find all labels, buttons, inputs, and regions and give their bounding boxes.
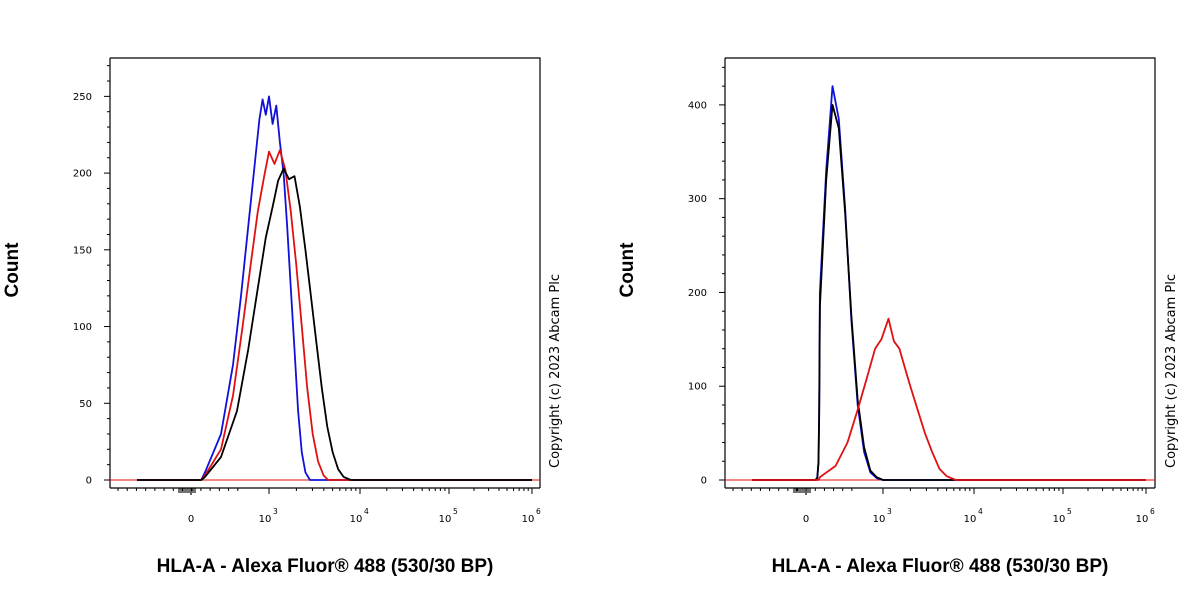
x-tick-label-base: 10 bbox=[1136, 514, 1149, 525]
x-tick-label-text: 0 bbox=[803, 514, 809, 525]
x-tick-label-base: 10 bbox=[350, 514, 363, 525]
x-tick-label-exponent: 5 bbox=[453, 507, 458, 516]
copyright-notice: Copyright (c) 2023 Abcam Plc bbox=[548, 274, 563, 468]
series-line-red bbox=[137, 149, 532, 481]
y-tick-label: 200 bbox=[688, 288, 707, 299]
x-tick-label-exponent: 5 bbox=[1067, 507, 1072, 516]
x-tick-label-exponent: 4 bbox=[978, 507, 983, 516]
x-tick-label-exponent: 6 bbox=[1150, 507, 1155, 516]
y-tick-label: 0 bbox=[701, 476, 707, 487]
series-line-blue bbox=[137, 95, 532, 481]
y-tick-label: 100 bbox=[688, 382, 707, 393]
left-histogram-panel: Count HLA-A - Alexa Fluor® 488 (530/30 B… bbox=[2, 57, 563, 577]
x-tick-label: 106 bbox=[522, 507, 541, 525]
x-tick-label-base: 10 bbox=[522, 514, 535, 525]
x-tick-label-base: 10 bbox=[873, 514, 886, 525]
x-tick-label-exponent: 3 bbox=[273, 507, 278, 516]
x-tick-label-base: 10 bbox=[439, 514, 452, 525]
y-tick-label: 400 bbox=[688, 100, 707, 111]
series-line-black bbox=[137, 167, 532, 481]
x-axis-label: HLA-A - Alexa Fluor® 488 (530/30 BP) bbox=[772, 556, 1109, 577]
right-histogram-panel: Count HLA-A - Alexa Fluor® 488 (530/30 B… bbox=[617, 57, 1179, 577]
series-line-red bbox=[752, 317, 1146, 481]
x-tick-label: 0 bbox=[803, 514, 809, 525]
y-tick-label: 0 bbox=[86, 476, 92, 487]
y-tick-label: 100 bbox=[73, 322, 92, 333]
x-tick-label-base: 10 bbox=[259, 514, 272, 525]
x-tick-label: 0 bbox=[188, 514, 194, 525]
x-tick-label: 105 bbox=[439, 507, 458, 525]
x-tick-label-exponent: 6 bbox=[536, 507, 541, 516]
x-tick-label: 104 bbox=[964, 507, 983, 525]
copyright-notice: Copyright (c) 2023 Abcam Plc bbox=[1164, 274, 1179, 468]
plot-frame bbox=[110, 57, 541, 488]
x-tick-label: 106 bbox=[1136, 507, 1155, 525]
x-tick-label-base: 10 bbox=[964, 514, 977, 525]
x-tick-label: 103 bbox=[259, 507, 278, 525]
y-tick-label: 50 bbox=[79, 399, 92, 410]
x-tick-label-base: 10 bbox=[1053, 514, 1066, 525]
series-line-black bbox=[752, 104, 1146, 481]
x-tick-label: 104 bbox=[350, 507, 369, 525]
y-axis-label: Count bbox=[2, 242, 23, 298]
x-tick-label-text: 0 bbox=[188, 514, 194, 525]
y-tick-label: 250 bbox=[73, 92, 92, 103]
x-axis-label: HLA-A - Alexa Fluor® 488 (530/30 BP) bbox=[157, 556, 494, 577]
y-tick-label: 200 bbox=[73, 169, 92, 180]
plot-frame bbox=[725, 57, 1156, 488]
y-tick-label: 300 bbox=[688, 194, 707, 205]
x-tick-label: 105 bbox=[1053, 507, 1072, 525]
y-tick-label: 150 bbox=[73, 245, 92, 256]
x-tick-label: 103 bbox=[873, 507, 892, 525]
y-axis-label: Count bbox=[617, 242, 638, 298]
x-tick-label-exponent: 3 bbox=[887, 507, 892, 516]
x-tick-label-exponent: 4 bbox=[364, 507, 369, 516]
series-line-blue bbox=[752, 85, 1146, 481]
